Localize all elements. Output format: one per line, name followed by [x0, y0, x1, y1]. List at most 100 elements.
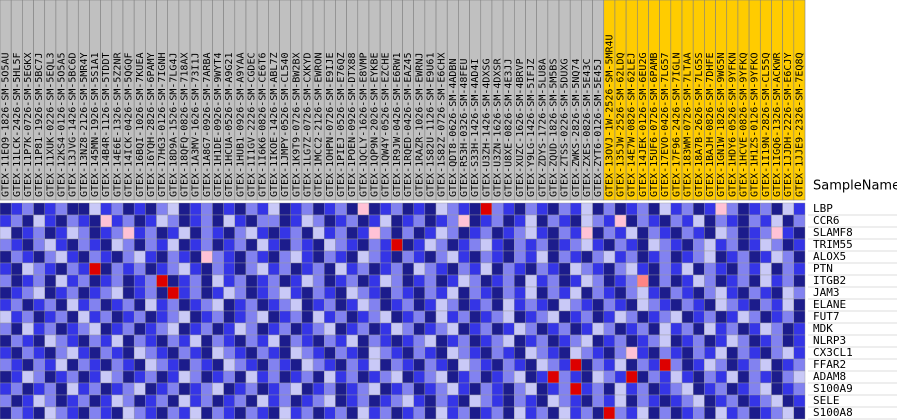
heatmap-cell — [44, 406, 57, 420]
heatmap-cell — [692, 406, 705, 420]
heatmap-cell — [133, 238, 146, 252]
heatmap-cell — [782, 250, 795, 264]
heatmap-cell — [514, 274, 526, 288]
heatmap-cell — [659, 226, 672, 240]
heatmap-cell — [111, 322, 124, 336]
heatmap-cell — [681, 250, 694, 264]
heatmap-cell — [681, 358, 694, 372]
heatmap-cell — [89, 262, 101, 276]
heatmap-cell — [66, 370, 79, 384]
heatmap-cell — [268, 214, 280, 228]
heatmap-cell — [133, 202, 146, 216]
heatmap-cell — [648, 226, 660, 240]
heatmap-cell — [234, 310, 247, 324]
heatmap-cell — [22, 274, 34, 288]
heatmap-cell — [514, 250, 526, 264]
heatmap-cell — [100, 214, 113, 228]
heatmap-cell — [514, 286, 526, 300]
heatmap-cell — [44, 274, 57, 288]
heatmap-cell — [435, 214, 448, 228]
heatmap-cell — [435, 262, 448, 276]
heatmap-cell — [637, 226, 649, 240]
heatmap-cell — [469, 358, 481, 372]
sample-label: GTEX-14E6E-1326-SM-5Z2NR — [112, 52, 123, 197]
heatmap-cell — [234, 286, 247, 300]
heatmap-cell — [637, 310, 649, 324]
heatmap-cell — [681, 226, 694, 240]
heatmap-cell — [335, 274, 347, 288]
heatmap-cell — [614, 226, 627, 240]
heatmap-cell — [391, 202, 403, 216]
heatmap-cell — [704, 346, 716, 360]
heatmap-cell — [245, 238, 258, 252]
heatmap-cell — [223, 382, 235, 396]
heatmap-cell — [33, 394, 45, 408]
heatmap-cell — [268, 334, 280, 348]
heatmap-cell — [692, 394, 705, 408]
heatmap-cell — [726, 274, 739, 288]
heatmap-cell — [760, 406, 772, 420]
heatmap-cell — [670, 226, 683, 240]
heatmap-cell — [514, 394, 526, 408]
heatmap-cell — [346, 310, 358, 324]
heatmap-cell — [447, 394, 459, 408]
heatmap-cell — [167, 202, 180, 216]
heatmap-cell — [201, 322, 213, 336]
heatmap-cell — [603, 322, 616, 336]
heatmap-cell — [335, 382, 347, 396]
heatmap-cell — [156, 394, 168, 408]
heatmap-cell — [245, 250, 258, 264]
heatmap-cell — [0, 394, 12, 408]
heatmap-cell — [637, 406, 649, 420]
heatmap-cell — [122, 358, 135, 372]
heatmap-cell — [133, 358, 146, 372]
heatmap-cell — [469, 238, 481, 252]
heatmap-cell — [469, 370, 481, 384]
heatmap-cell — [122, 226, 135, 240]
heatmap-cell — [335, 226, 347, 240]
heatmap-cell — [357, 262, 370, 276]
heatmap-cell — [771, 274, 783, 288]
heatmap-cell — [44, 322, 57, 336]
sample-label: GTEX-QDT8-0626-SM-4ADBN — [448, 59, 459, 197]
heatmap-cell — [704, 406, 716, 420]
heatmap-cell — [581, 382, 593, 396]
heatmap-cell — [189, 346, 202, 360]
heatmap-cell — [704, 214, 716, 228]
heatmap-cell — [379, 202, 392, 216]
heatmap-cell — [581, 394, 593, 408]
heatmap-cell — [514, 370, 526, 384]
heatmap-cell — [145, 298, 157, 312]
sample-label: GTEX-ZTSS-0226-SM-5DUXG — [560, 59, 571, 197]
heatmap-cell — [178, 406, 191, 420]
heatmap-cell — [335, 370, 347, 384]
heatmap-cell — [44, 334, 57, 348]
heatmap-cell — [536, 226, 549, 240]
heatmap-cell — [346, 202, 358, 216]
heatmap-cell — [44, 214, 57, 228]
sample-label: GTEX-1PIEJ-0526-SM-E76QZ — [336, 53, 347, 198]
heatmap-cell — [480, 406, 493, 420]
heatmap-cell — [22, 214, 34, 228]
heatmap-cell — [223, 346, 235, 360]
heatmap-cell — [156, 322, 168, 336]
heatmap-cell — [167, 322, 180, 336]
heatmap-cell — [760, 358, 772, 372]
heatmap-cell — [33, 298, 45, 312]
heatmap-cell — [413, 406, 426, 420]
heatmap-cell — [89, 394, 101, 408]
gene-label: S100A8 — [813, 406, 853, 419]
heatmap-cell — [570, 370, 582, 384]
heatmap-cell — [301, 334, 314, 348]
sample-label: GTEX-1A8G7-0926-SM-7ARBA — [202, 53, 213, 198]
heatmap-cell — [301, 298, 314, 312]
heatmap-cell — [89, 214, 101, 228]
heatmap-cell — [704, 202, 716, 216]
heatmap-cell — [458, 214, 470, 228]
heatmap-cell — [55, 298, 68, 312]
heatmap-cell — [558, 238, 571, 252]
heatmap-cell — [212, 370, 224, 384]
heatmap-cell — [458, 286, 470, 300]
heatmap-cell — [145, 322, 157, 336]
heatmap-cell — [301, 346, 314, 360]
